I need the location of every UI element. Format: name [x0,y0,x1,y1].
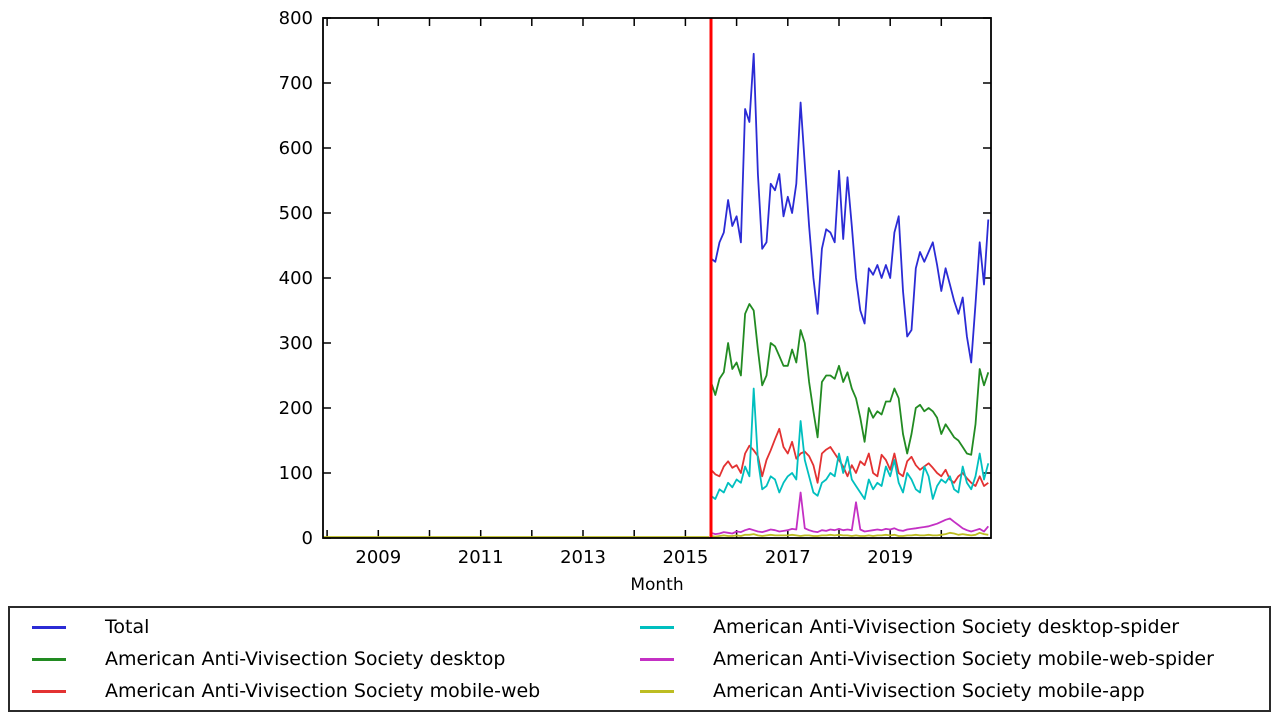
legend-label: American Anti-Vivisection Society mobile… [713,647,1214,670]
legend-line-swatch [640,625,674,629]
legend-item-desktop-spider: American Anti-Vivisection Society deskto… [618,611,1269,643]
svg-text:2019: 2019 [867,547,913,568]
svg-text:Month: Month [630,575,683,595]
svg-text:2009: 2009 [355,547,401,568]
svg-text:500: 500 [279,203,313,224]
legend-item-desktop: American Anti-Vivisection Society deskto… [10,643,618,675]
svg-text:400: 400 [279,268,313,289]
svg-text:300: 300 [279,333,313,354]
legend-item-mobile-web: American Anti-Vivisection Society mobile… [10,675,618,707]
svg-text:2013: 2013 [560,547,606,568]
svg-text:100: 100 [279,463,313,484]
legend-line-swatch [32,657,66,661]
pageviews-line-chart: 2009 2011 2013 2015 2017 2019 0 100 200 300 400 500… [279,8,992,595]
legend-item-mobile-web-spider: American Anti-Vivisection Society mobile… [618,643,1269,675]
legend-item-total: Total [10,611,618,643]
legend-label: American Anti-Vivisection Society mobile… [713,679,1145,702]
svg-text:2015: 2015 [662,547,708,568]
chart-legend: Total American Anti-Vivisection Society … [8,606,1271,712]
legend-line-swatch [32,625,66,629]
pageviews-chart-figure: 2009 2011 2013 2015 2017 2019 0 100 200 300 400 500… [279,8,992,595]
svg-text:200: 200 [279,398,313,419]
legend-label: American Anti-Vivisection Society mobile… [105,679,541,702]
svg-text:800: 800 [279,8,313,29]
legend-item-mobile-app: American Anti-Vivisection Society mobile… [618,675,1269,707]
svg-text:700: 700 [279,73,313,94]
svg-text:600: 600 [279,138,313,159]
svg-text:0: 0 [302,528,313,549]
legend-line-swatch [640,689,674,693]
legend-label: Total [105,615,150,638]
legend-line-swatch [640,657,674,661]
legend-label: American Anti-Vivisection Society deskto… [105,647,506,670]
legend-label: American Anti-Vivisection Society deskto… [713,615,1180,638]
svg-text:2017: 2017 [765,547,811,568]
legend-line-swatch [32,689,66,693]
svg-text:2011: 2011 [458,547,504,568]
